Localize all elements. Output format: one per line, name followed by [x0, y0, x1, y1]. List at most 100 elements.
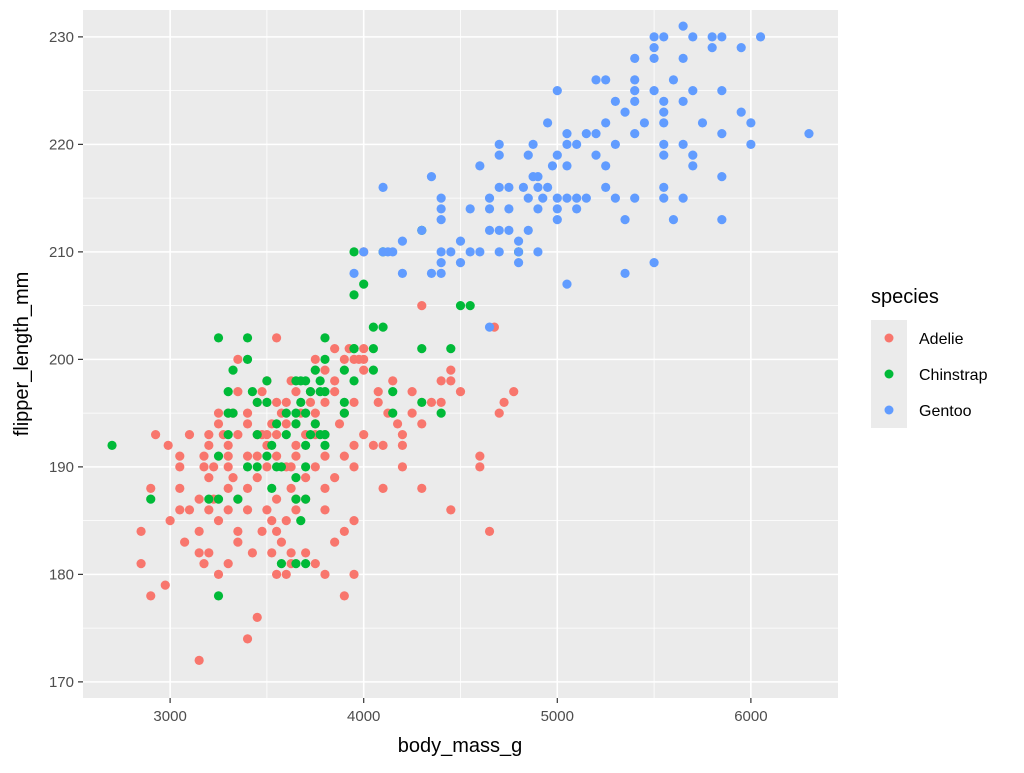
point-adelie: [233, 354, 243, 364]
point-chinstrap: [315, 376, 325, 386]
point-gentoo: [552, 150, 562, 160]
point-adelie: [417, 301, 427, 311]
point-adelie: [330, 376, 340, 386]
point-adelie: [262, 430, 272, 440]
point-gentoo: [465, 204, 475, 214]
point-adelie: [262, 505, 272, 515]
x-tick-label: 4000: [347, 708, 380, 725]
point-adelie: [242, 419, 253, 429]
point-gentoo: [707, 32, 717, 42]
point-adelie: [271, 569, 282, 579]
point-gentoo: [455, 258, 466, 268]
point-chinstrap: [296, 397, 306, 407]
x-tick-label: 5000: [541, 708, 574, 725]
point-adelie: [320, 397, 330, 407]
point-gentoo: [533, 204, 543, 214]
point-gentoo: [659, 139, 669, 149]
point-gentoo: [518, 182, 529, 192]
point-adelie: [310, 408, 320, 418]
point-gentoo: [746, 118, 756, 128]
point-gentoo: [572, 139, 582, 149]
point-adelie: [310, 354, 320, 364]
point-gentoo: [736, 107, 746, 117]
point-chinstrap: [446, 344, 456, 354]
point-adelie: [194, 548, 204, 558]
point-gentoo: [523, 225, 533, 235]
point-adelie: [349, 397, 359, 407]
point-adelie: [252, 473, 262, 483]
point-adelie: [223, 451, 233, 461]
point-chinstrap: [315, 387, 325, 397]
point-chinstrap: [252, 397, 262, 407]
point-adelie: [209, 462, 219, 472]
point-gentoo: [668, 75, 679, 85]
point-gentoo: [397, 236, 408, 246]
point-gentoo: [552, 204, 562, 214]
point-gentoo: [436, 258, 446, 268]
point-gentoo: [552, 193, 562, 203]
point-adelie: [160, 580, 170, 590]
point-gentoo: [436, 215, 446, 225]
point-adelie: [397, 430, 408, 440]
point-adelie: [509, 387, 519, 397]
point-adelie: [494, 408, 504, 418]
point-gentoo: [436, 247, 446, 257]
point-gentoo: [717, 86, 727, 96]
point-adelie: [407, 408, 417, 418]
point-gentoo: [528, 172, 538, 182]
point-gentoo: [581, 193, 591, 203]
point-gentoo: [504, 182, 514, 192]
point-adelie: [242, 451, 253, 461]
point-chinstrap: [305, 387, 316, 397]
point-gentoo: [707, 43, 717, 53]
point-chinstrap: [378, 322, 388, 332]
point-adelie: [301, 548, 311, 558]
point-gentoo: [552, 86, 562, 96]
y-tick-label: 210: [49, 244, 74, 261]
point-adelie: [330, 537, 340, 547]
point-chinstrap: [228, 365, 238, 375]
point-adelie: [291, 451, 301, 461]
point-gentoo: [359, 247, 369, 257]
legend-label-gentoo: Gentoo: [919, 403, 972, 420]
point-gentoo: [446, 247, 456, 257]
point-adelie: [242, 483, 253, 493]
point-adelie: [281, 569, 291, 579]
point-adelie: [359, 365, 369, 375]
point-chinstrap: [339, 365, 349, 375]
point-adelie: [267, 548, 277, 558]
point-chinstrap: [349, 344, 359, 354]
point-adelie: [349, 569, 359, 579]
point-adelie: [271, 397, 282, 407]
point-gentoo: [513, 236, 524, 246]
point-adelie: [330, 344, 340, 354]
legend-label-chinstrap: Chinstrap: [919, 367, 988, 384]
point-chinstrap: [349, 376, 359, 386]
point-adelie: [136, 526, 146, 536]
point-adelie: [446, 365, 456, 375]
point-gentoo: [455, 236, 466, 246]
point-adelie: [320, 483, 330, 493]
point-adelie: [339, 526, 349, 536]
point-gentoo: [717, 32, 727, 42]
point-chinstrap: [310, 419, 320, 429]
point-adelie: [320, 451, 330, 461]
point-chinstrap: [301, 494, 311, 504]
point-gentoo: [436, 193, 446, 203]
point-adelie: [310, 559, 320, 569]
point-gentoo: [688, 86, 698, 96]
point-gentoo: [562, 139, 572, 149]
point-chinstrap: [213, 333, 224, 343]
point-gentoo: [601, 118, 611, 128]
point-gentoo: [630, 75, 640, 85]
point-chinstrap: [368, 344, 378, 354]
legend-key-adelie: [871, 320, 907, 356]
y-tick-label: 230: [49, 29, 74, 46]
point-adelie: [262, 462, 272, 472]
legend-title: species: [871, 286, 939, 308]
point-adelie: [373, 397, 383, 407]
point-gentoo: [523, 193, 533, 203]
point-adelie: [417, 483, 427, 493]
point-gentoo: [746, 139, 756, 149]
